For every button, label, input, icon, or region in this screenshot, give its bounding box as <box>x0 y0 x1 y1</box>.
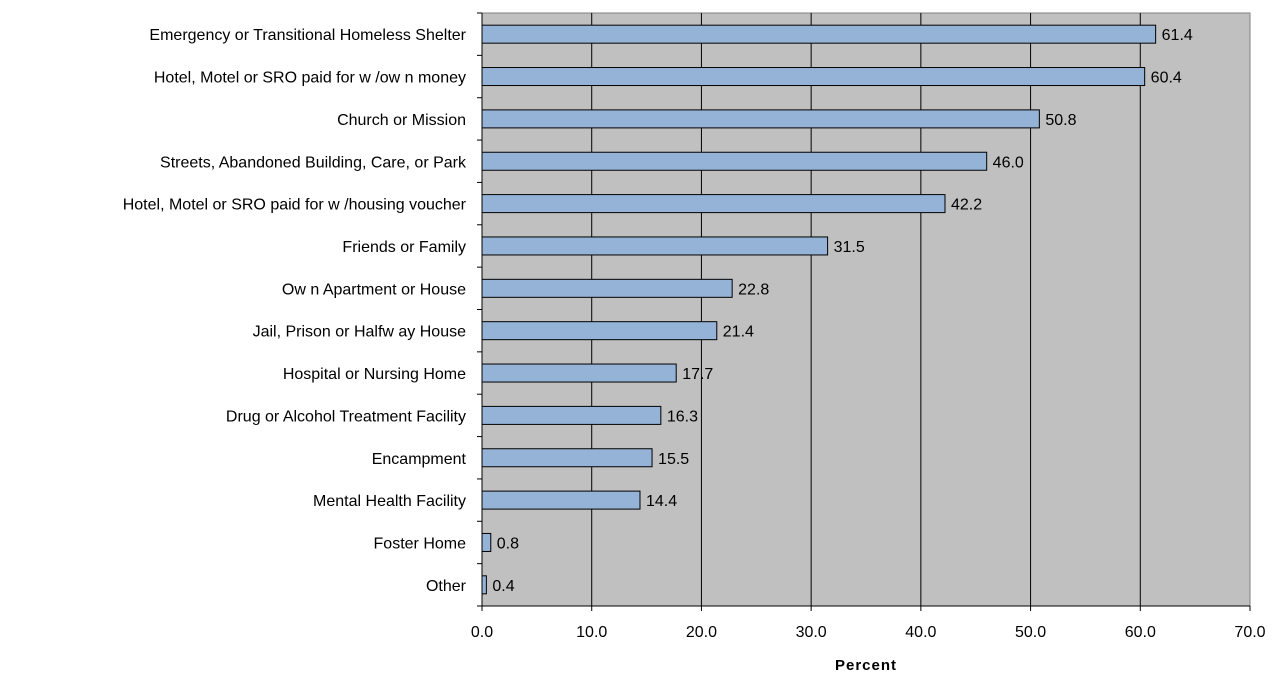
category-label: Drug or Alcohol Treatment Facility <box>226 408 466 425</box>
bar <box>481 405 662 425</box>
category-label: Hospital or Nursing Home <box>283 366 466 383</box>
data-label: 60.4 <box>1151 70 1182 87</box>
x-tick-label: 20.0 <box>686 624 717 641</box>
data-label: 46.0 <box>993 154 1024 171</box>
category-label: Streets, Abandoned Building, Care, or Pa… <box>160 154 467 171</box>
data-label: 15.5 <box>658 451 689 468</box>
data-label: 0.8 <box>497 535 519 552</box>
data-label: 61.4 <box>1162 27 1193 44</box>
data-label: 14.4 <box>646 493 677 510</box>
category-label: Hotel, Motel or SRO paid for w /housing … <box>123 197 467 214</box>
category-label: Encampment <box>372 451 467 468</box>
data-label: 22.8 <box>738 281 769 298</box>
bar <box>481 109 1040 129</box>
data-label: 16.3 <box>667 408 698 425</box>
bar <box>481 151 988 171</box>
data-label: 17.7 <box>682 366 713 383</box>
x-axis-title: Percent <box>835 657 897 674</box>
data-label: 21.4 <box>723 324 754 341</box>
x-tick-label: 0.0 <box>471 624 493 641</box>
bar <box>481 278 733 298</box>
bar <box>481 321 718 341</box>
category-label: Hotel, Motel or SRO paid for w /ow n mon… <box>154 70 466 87</box>
category-label: Emergency or Transitional Homeless Shelt… <box>149 27 466 44</box>
category-label: Friends or Family <box>342 239 466 256</box>
category-label: Church or Mission <box>337 112 466 129</box>
x-tick-label: 70.0 <box>1234 624 1265 641</box>
plot-area <box>481 12 1251 607</box>
bars <box>481 24 1157 595</box>
category-label: Other <box>426 578 467 595</box>
value-labels: 61.4 60.4 50.8 46.0 42.2 31.5 22.8 21.4 17.7 16.3… <box>492 27 1192 595</box>
data-label: 31.5 <box>834 239 865 256</box>
bar <box>481 532 492 552</box>
category-label: Ow n Apartment or House <box>282 281 466 298</box>
x-tick-labels: 0.0 10.0 20.0 30.0 40.0 50.0 60.0 70.0 <box>471 624 1266 641</box>
category-label: Foster Home <box>374 535 467 552</box>
bar <box>481 194 946 214</box>
data-label: 50.8 <box>1045 112 1076 129</box>
x-tick-label: 30.0 <box>796 624 827 641</box>
bar <box>481 236 829 256</box>
bar <box>481 490 641 510</box>
category-label: Jail, Prison or Halfw ay House <box>253 324 467 341</box>
bar <box>481 575 487 595</box>
category-labels: Emergency or Transitional Homeless Shelt… <box>123 27 467 595</box>
bar <box>481 363 677 383</box>
x-tick-label: 10.0 <box>576 624 607 641</box>
bar <box>481 67 1146 87</box>
x-tick-label: 40.0 <box>905 624 936 641</box>
data-label: 0.4 <box>492 578 514 595</box>
x-tick-label: 60.0 <box>1125 624 1156 641</box>
bar <box>481 448 653 468</box>
category-label: Mental Health Facility <box>313 493 466 510</box>
bar <box>481 24 1157 44</box>
x-tick-label: 50.0 <box>1015 624 1046 641</box>
data-label: 42.2 <box>951 197 982 214</box>
